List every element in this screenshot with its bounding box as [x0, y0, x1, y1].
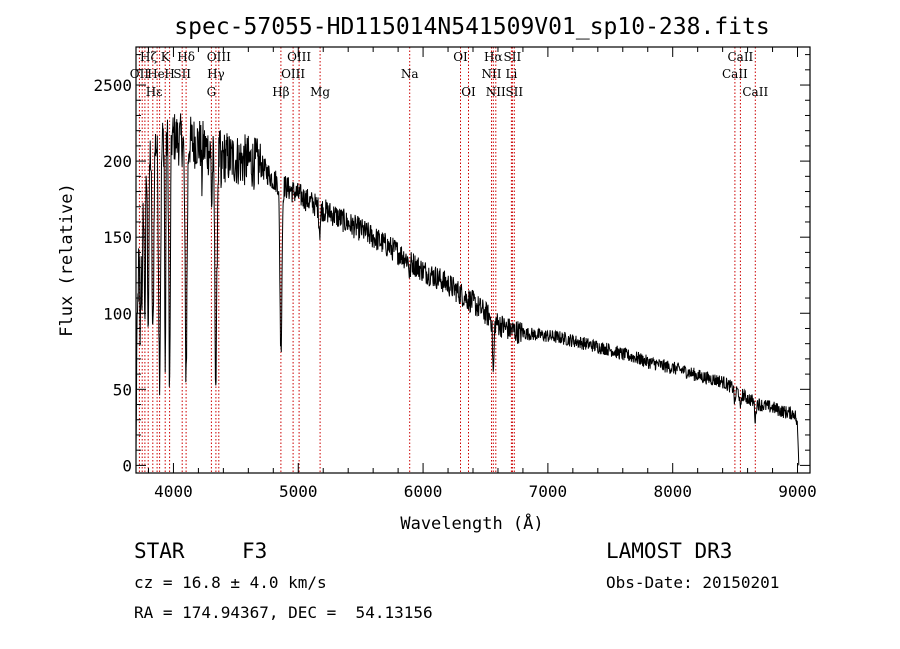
y-tick-label-1: 50: [113, 380, 132, 399]
plot-frame: [135, 46, 811, 474]
x-tick-label-5: 9000: [778, 482, 817, 501]
object-subclass: F3: [242, 539, 268, 563]
observation-date: Obs-Date: 20150201: [606, 573, 780, 592]
x-tick-label-1: 5000: [279, 482, 318, 501]
y-tick-label-3: 150: [103, 228, 132, 247]
y-axis-label: Flux (relative): [57, 183, 77, 337]
spectrum-series: [135, 113, 800, 466]
line-label-20: G: [207, 85, 217, 99]
object-class: STAR: [134, 539, 185, 563]
x-tick-label-0: 4000: [154, 482, 193, 501]
emission-line-markers: [138, 47, 756, 473]
line-label-25: SII: [505, 85, 523, 99]
line-label-19: Hε: [146, 85, 163, 99]
line-label-2: Hδ: [177, 50, 195, 64]
line-label-15: Na: [401, 67, 419, 81]
line-label-10: He: [147, 67, 165, 81]
line-label-3: OIII: [207, 50, 231, 64]
line-label-4: OIII: [287, 50, 311, 64]
line-label-24: NII: [486, 85, 506, 99]
line-label-14: OIII: [281, 67, 305, 81]
y-tick-label-5: 2500: [93, 76, 132, 95]
line-label-9: OII: [130, 67, 150, 81]
line-label-12: SII: [173, 67, 191, 81]
y-axis: 0 50 100 150 200 2500: [93, 54, 810, 475]
line-label-26: CaII: [742, 85, 768, 99]
line-label-22: Mg: [310, 85, 330, 99]
spectrum-line: [135, 113, 800, 466]
x-axis: 4000 5000 6000 7000 8000 9000: [147, 47, 817, 501]
survey-name: LAMOST DR3: [606, 539, 733, 563]
line-label-6: Hα: [484, 50, 503, 64]
line-label-16: NII: [482, 67, 502, 81]
x-tick-label-4: 8000: [653, 482, 692, 501]
line-label-8: CaII: [727, 50, 753, 64]
redshift-value: cz = 16.8 ± 4.0 km/s: [134, 573, 327, 592]
x-tick-label-3: 7000: [529, 482, 568, 501]
y-tick-label-2: 100: [103, 304, 132, 323]
line-label-0: Hζ: [140, 50, 157, 64]
line-label-17: Li: [505, 67, 517, 81]
line-label-5: OI: [453, 50, 468, 64]
line-label-18: CaII: [722, 67, 748, 81]
line-label-1: K: [161, 50, 171, 64]
chart-title: spec-57055-HD115014N541509V01_sp10-238.f…: [174, 14, 769, 40]
line-label-11: H: [164, 67, 174, 81]
line-label-23: OI: [461, 85, 476, 99]
line-label-21: Hβ: [272, 85, 289, 99]
line-label-13: Hγ: [207, 67, 225, 81]
line-label-7: SII: [504, 50, 522, 64]
y-tick-label-4: 200: [103, 152, 132, 171]
x-tick-label-2: 6000: [404, 482, 443, 501]
sky-coordinates: RA = 174.94367, DEC = 54.13156: [134, 603, 433, 622]
y-tick-label-0: 0: [122, 456, 132, 475]
x-axis-label: Wavelength (Å): [400, 512, 543, 534]
